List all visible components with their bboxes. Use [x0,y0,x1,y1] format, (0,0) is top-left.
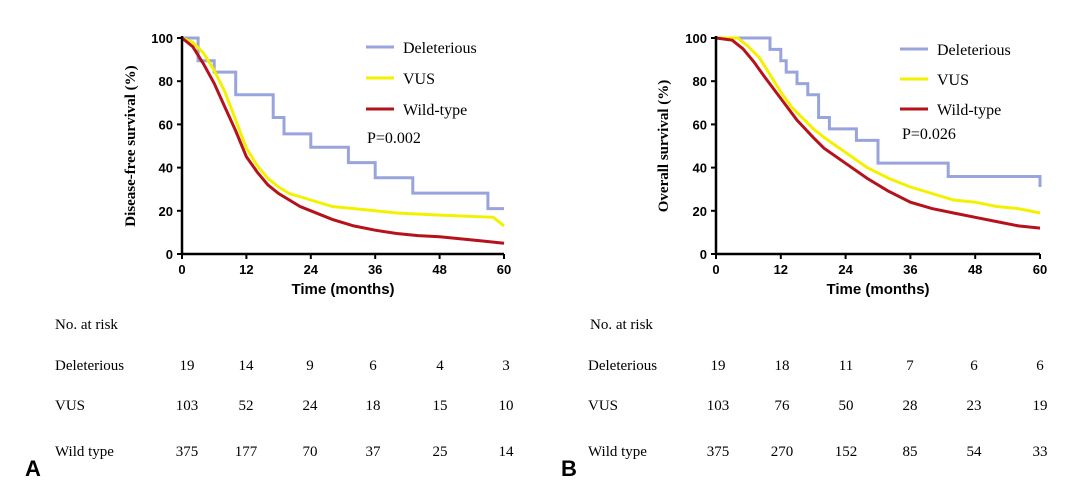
panel-a-risk-value: 10 [499,398,514,414]
panel-a-x-tick-label: 48 [432,262,446,277]
panel-b-risk-value: 85 [903,444,918,460]
panel-a-x-axis-title: Time (months) [291,281,394,298]
panel-b-y-axis-title: Overall survival (%) [656,80,672,212]
panel-a-legend-label-vus: VUS [403,71,435,88]
panel-b-y-tick-label: 60 [693,117,707,132]
panel-b-risk-value: 11 [839,358,853,374]
panel-b-risk-row-label: Wild type [588,444,647,460]
panel-b-risk-value: 103 [707,398,730,414]
panel-b-risk-value: 50 [839,398,854,414]
panel-a-risk-value: 4 [436,358,444,374]
panel-b-curve-deleterious [716,36,1042,187]
panel-b-risk-value: 270 [771,444,794,460]
panel-b-x-tick-label: 0 [712,262,719,277]
panel-a-y-axis-title: Disease-free survival (%) [123,65,139,226]
panel-b-curve-wild-type [715,36,1041,230]
panel-a-risk-value: 14 [239,358,255,374]
panel-b-risk-value: 33 [1033,444,1048,460]
panel-b-y-tick-label: 80 [693,74,707,89]
panel-b-risk-value: 7 [906,358,914,374]
panel-b-x-tick-label: 60 [1033,262,1047,277]
panel-a-risk-value: 25 [433,444,448,460]
panel-a-risk-row-label: VUS [55,398,85,414]
panel-a-risk-value: 15 [433,398,448,414]
panel-a-x-tick-label: 60 [497,262,511,277]
panel-a-risk-value: 14 [499,444,515,460]
panel-b-curve-vus [716,36,1041,215]
panel-b-risk-value: 19 [1033,398,1048,414]
panel-b-risk-value: 6 [970,358,978,374]
panel-a-risk-value: 37 [366,444,382,460]
panel-b-risk-header: No. at risk [590,317,653,333]
panel-a-curve-vus [181,36,505,228]
panel-a-risk-value: 18 [366,398,381,414]
panel-a-curve-deleterious [182,36,504,211]
panel-b-y-tick-label: 20 [693,204,707,219]
panel-a-y-tick-label: 100 [151,31,173,46]
panel-b-risk-row-label: Deleterious [588,358,657,374]
panel-a-risk-value: 375 [176,444,199,460]
panel-a-y-tick-label: 20 [159,204,173,219]
panel-b-y-tick-label: 0 [700,247,707,262]
panel-a-risk-value: 70 [303,444,318,460]
panel-b-risk-value: 6 [1036,358,1044,374]
panel-a-risk-row-label: Wild type [55,444,114,460]
panel-b-risk-value: 76 [775,398,791,414]
panel-a-risk-value: 103 [176,398,199,414]
panel-a-legend-label-deleterious: Deleterious [403,40,477,57]
panel-a-risk-value: 19 [180,358,195,374]
panel-b-risk-value: 28 [903,398,918,414]
panel-a-x-tick-label: 36 [368,262,382,277]
panel-a-risk-header: No. at risk [55,317,118,333]
panel-a-curve-wild-type [181,36,505,245]
panel-b-risk-value: 375 [707,444,730,460]
panel-b-y-tick-label: 100 [685,31,707,46]
panel-a-risk-value: 177 [235,444,258,460]
panel-a-risk-value: 9 [306,358,314,374]
panel-b-legend-label-wild-type: Wild-type [937,102,1001,119]
panel-a-y-tick-label: 60 [159,117,173,132]
panel-a-legend-label-wild-type: Wild-type [403,102,467,119]
panel-b-risk-value: 152 [835,444,858,460]
panel-a-x-tick-label: 24 [304,262,319,277]
panel-a-x-tick-label: 0 [178,262,185,277]
panel-b-x-tick-label: 48 [968,262,982,277]
panel-a-risk-value: 52 [239,398,254,414]
panel-a-risk-value: 6 [369,358,377,374]
panel-b-x-tick-label: 12 [774,262,788,277]
panel-b-x-tick-label: 24 [838,262,853,277]
panel-b-risk-row-label: VUS [588,398,618,414]
panel-b-x-tick-label: 36 [903,262,917,277]
panel-b-legend-label-vus: VUS [937,72,969,89]
panel-a-y-tick-label: 80 [159,74,173,89]
panel-b-risk-value: 23 [967,398,982,414]
panel-a-letter: A [25,456,41,481]
panel-b-legend-label-deleterious: Deleterious [937,42,1011,59]
panel-b-risk-value: 19 [711,358,726,374]
panel-a-y-tick-label: 40 [159,161,173,176]
panel-b-x-axis-title: Time (months) [826,281,929,298]
panel-a-p-value: P=0.002 [367,130,421,147]
panel-b-risk-value: 54 [967,444,983,460]
panel-b-y-tick-label: 40 [693,161,707,176]
panel-a-x-tick-label: 12 [239,262,253,277]
panel-b-p-value: P=0.026 [902,126,956,143]
panel-b-letter: B [561,456,577,481]
panel-a-y-tick-label: 0 [166,247,173,262]
panel-a-risk-row-label: Deleterious [55,358,124,374]
panel-b-risk-value: 18 [775,358,790,374]
panel-a-risk-value: 24 [303,398,319,414]
panel-a-risk-value: 3 [502,358,510,374]
